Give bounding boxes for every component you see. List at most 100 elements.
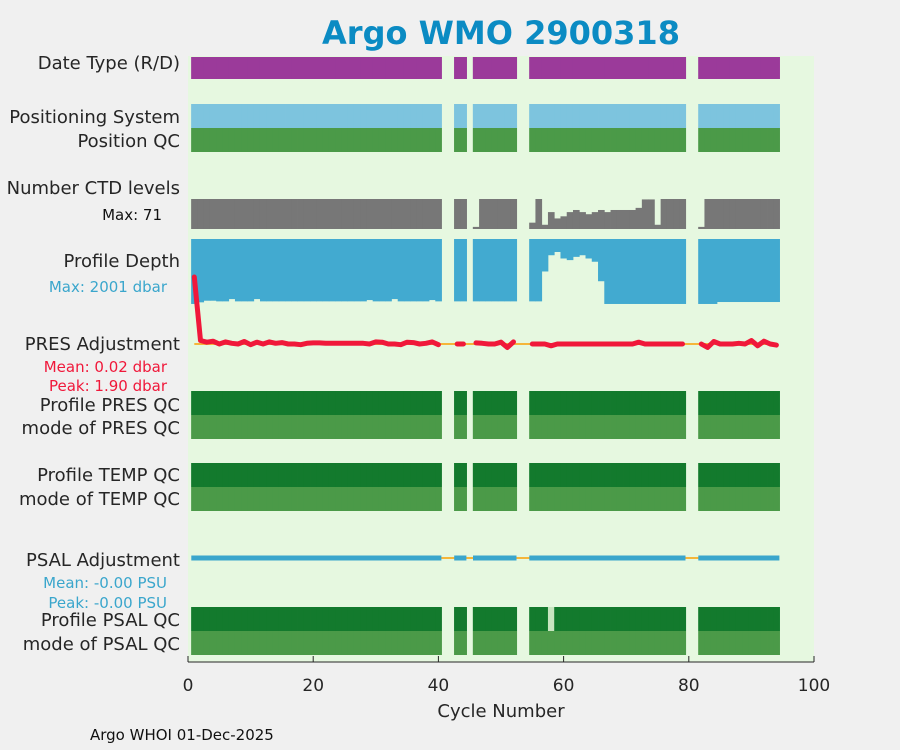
ctd-levels-bar-70 <box>623 209 630 229</box>
date-type-bar-33 <box>391 57 399 79</box>
profile-temp-qc-bar-38 <box>422 463 430 487</box>
ctd-levels-bar-83 <box>704 199 712 229</box>
profile-temp-qc-bar-88 <box>735 463 743 487</box>
profile-temp-qc-bar-2 <box>197 463 205 487</box>
profile-pres-qc-bar-29 <box>366 391 374 415</box>
mode-pres-qc-bar-30 <box>372 415 380 439</box>
date-type-bar-30 <box>372 57 380 79</box>
profile-depth-bar-23 <box>328 239 336 302</box>
mode-pres-qc-bar-56 <box>535 415 543 439</box>
date-type-bar-71 <box>629 57 636 79</box>
positioning-bar-69 <box>616 104 624 128</box>
ctd-levels-bar-56 <box>535 199 543 229</box>
profile-depth-bar-32 <box>385 239 392 302</box>
positioning-bar-21 <box>316 104 323 128</box>
positioning-bar-75 <box>654 104 662 128</box>
mode-pres-qc-bar-63 <box>579 415 586 439</box>
profile-depth-bar-84 <box>710 239 718 304</box>
position-qc-bar-62 <box>572 128 580 152</box>
mode-pres-qc-bar-16 <box>285 415 292 439</box>
mode-psal-qc-bar-22 <box>322 631 330 655</box>
positioning-bar-39 <box>429 104 436 128</box>
mode-psal-qc-bar-5 <box>216 631 223 655</box>
date-type-bar-67 <box>604 57 611 79</box>
position-qc-bar-26 <box>347 128 355 152</box>
mode-pres-qc-bar-50 <box>497 415 505 439</box>
date-type-bar-57 <box>541 57 549 79</box>
mode-temp-qc-bar-10 <box>247 487 255 511</box>
position-qc-bar-49 <box>491 128 499 152</box>
mode-pres-qc-bar-40 <box>435 415 442 439</box>
ctd-levels-bar-3 <box>203 199 211 229</box>
mode-psal-qc-bar-57 <box>541 631 549 655</box>
profile-psal-qc-bar-82 <box>698 607 705 631</box>
profile-psal-qc-bar-72 <box>635 607 643 631</box>
mode-temp-qc-bar-33 <box>391 487 399 511</box>
profile-pres-qc-bar-31 <box>378 391 386 415</box>
profile-pres-qc-bar-73 <box>641 391 649 415</box>
position-qc-bar-75 <box>654 128 662 152</box>
position-qc-bar-15 <box>278 128 286 152</box>
positioning-bar-26 <box>347 104 355 128</box>
profile-pres-qc-bar-55 <box>529 391 536 415</box>
mode-pres-qc-bar-47 <box>479 415 486 439</box>
position-qc-bar-89 <box>742 128 749 152</box>
mode-psal-qc-bar-6 <box>222 631 230 655</box>
date-type-bar-59 <box>554 57 561 79</box>
profile-temp-qc-bar-31 <box>378 463 386 487</box>
profile-depth-bar-58 <box>547 239 555 256</box>
row-label-pres-adjustment: PRES Adjustment <box>25 334 180 355</box>
profile-psal-qc-bar-90 <box>748 607 755 631</box>
positioning-bar-14 <box>272 104 280 128</box>
mode-temp-qc-bar-38 <box>422 487 430 511</box>
ctd-levels-bar-8 <box>234 199 242 229</box>
profile-psal-qc-bar-1 <box>191 607 198 631</box>
profile-pres-qc-bar-24 <box>335 391 342 415</box>
mode-temp-qc-bar-91 <box>754 487 762 511</box>
profile-temp-qc-bar-92 <box>760 463 768 487</box>
positioning-bar-10 <box>247 104 255 128</box>
mode-pres-qc-bar-90 <box>748 415 755 439</box>
date-type-bar-46 <box>472 57 480 79</box>
mode-pres-qc-bar-57 <box>541 415 549 439</box>
profile-depth-bar-43 <box>454 239 461 302</box>
profile-depth-bar-18 <box>297 239 305 302</box>
profile-pres-qc-bar-13 <box>266 391 273 415</box>
profile-temp-qc-bar-74 <box>648 463 655 487</box>
mode-temp-qc-bar-6 <box>222 487 230 511</box>
x-axis-label: Cycle Number <box>437 701 565 722</box>
date-type-bar-34 <box>397 57 405 79</box>
profile-depth-bar-31 <box>378 239 386 302</box>
date-type-bar-11 <box>253 57 261 79</box>
position-qc-bar-4 <box>209 128 217 152</box>
date-type-bar-20 <box>310 57 317 79</box>
mode-pres-qc-bar-51 <box>504 415 511 439</box>
mode-temp-qc-bar-13 <box>266 487 273 511</box>
profile-depth-bar-13 <box>266 239 273 302</box>
ctd-levels-bar-58 <box>547 212 555 229</box>
profile-psal-qc-bar-65 <box>591 607 599 631</box>
profile-depth-bar-11 <box>253 239 261 300</box>
ctd-levels-bar-82 <box>698 226 705 229</box>
profile-temp-qc-bar-71 <box>629 463 636 487</box>
profile-pres-qc-bar-88 <box>735 391 743 415</box>
profile-psal-qc-bar-40 <box>435 607 442 631</box>
ctd-levels-bar-13 <box>266 199 273 229</box>
profile-temp-qc-bar-17 <box>291 463 298 487</box>
position-qc-bar-74 <box>648 128 655 152</box>
mode-psal-qc-bar-4 <box>209 631 217 655</box>
position-qc-bar-22 <box>322 128 330 152</box>
profile-psal-qc-bar-75 <box>654 607 662 631</box>
position-qc-bar-27 <box>353 128 361 152</box>
mode-psal-qc-bar-31 <box>378 631 386 655</box>
ctd-levels-bar-28 <box>360 199 367 229</box>
profile-pres-qc-bar-35 <box>403 391 411 415</box>
mode-pres-qc-bar-89 <box>742 415 749 439</box>
ctd-levels-bar-19 <box>303 199 311 229</box>
mode-temp-qc-bar-88 <box>735 487 743 511</box>
profile-psal-qc-bar-37 <box>416 607 424 631</box>
mode-pres-qc-bar-55 <box>529 415 536 439</box>
profile-psal-qc-bar-36 <box>410 607 417 631</box>
ctd-levels-bar-10 <box>247 199 255 229</box>
profile-psal-qc-bar-83 <box>704 607 712 631</box>
